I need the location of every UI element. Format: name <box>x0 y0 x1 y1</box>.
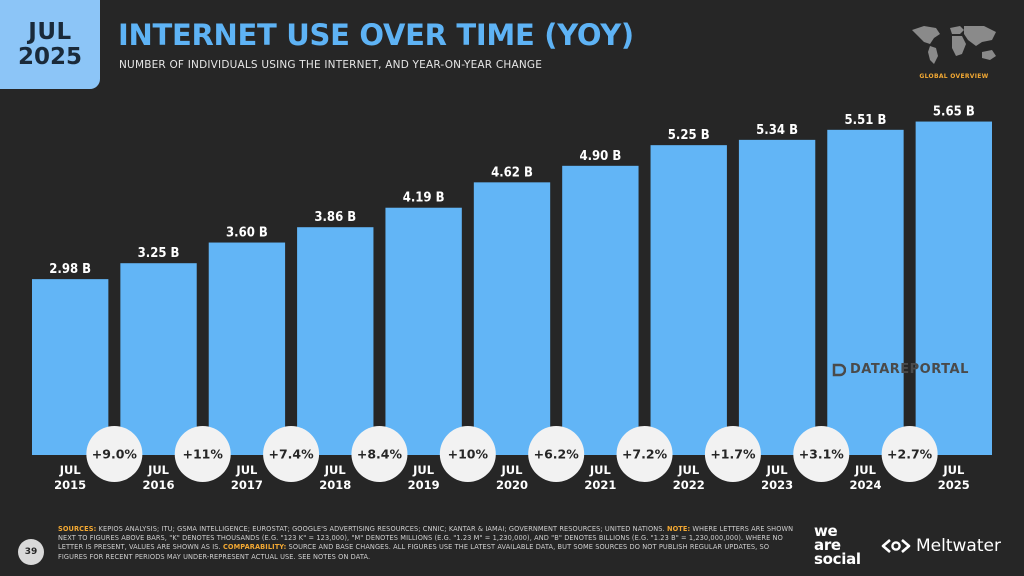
x-tick-label-month: JUL <box>59 463 82 477</box>
x-tick-label-month: JUL <box>324 463 347 477</box>
brand-line-3: social <box>814 550 861 568</box>
yoy-change-badge <box>174 426 231 482</box>
bar <box>738 139 816 455</box>
sources-label: SOURCES: <box>58 525 97 533</box>
bar <box>915 121 992 455</box>
sources-note: SOURCES: KEPIOS ANALYSIS; ITU; GSMA INTE… <box>58 525 798 562</box>
x-tick-label-month: JUL <box>589 463 612 477</box>
page-subtitle: NUMBER OF INDIVIDUALS USING THE INTERNET… <box>119 59 543 71</box>
x-tick-label-year: 2019 <box>408 478 440 492</box>
page-number: 39 <box>18 539 44 565</box>
yoy-change-badge <box>86 426 143 482</box>
x-tick-label-month: JUL <box>942 463 965 477</box>
bar-value-label: 3.60 B <box>226 226 268 241</box>
yoy-change-badge <box>793 426 850 482</box>
yoy-change-badge <box>704 426 761 482</box>
bar <box>297 227 374 455</box>
yoy-change-label: +6.2% <box>534 447 580 462</box>
yoy-change-badge <box>616 426 673 482</box>
bar <box>385 207 462 455</box>
x-tick-label-year: 2023 <box>761 478 793 492</box>
watermark-text: DATAREPORTAL <box>850 362 969 377</box>
yoy-change-label: +11% <box>183 447 224 462</box>
x-tick-label-year: 2017 <box>231 478 263 492</box>
x-tick-label-year: 2016 <box>143 478 175 492</box>
yoy-change-badge <box>263 426 320 482</box>
badge-year: 2025 <box>17 43 82 70</box>
bar-value-label: 5.51 B <box>845 113 887 128</box>
yoy-change-label: +7.4% <box>269 447 315 462</box>
yoy-change-label: +9.0% <box>92 447 138 462</box>
yoy-change-label: +1.7% <box>710 447 756 462</box>
meltwater-text: Meltwater <box>916 536 1001 556</box>
world-map-icon <box>912 26 996 64</box>
bar-value-label: 4.62 B <box>491 165 533 180</box>
sources-text: KEPIOS ANALYSIS; ITU; GSMA INTELLIGENCE;… <box>96 525 667 533</box>
bar-value-label: 4.90 B <box>579 149 621 164</box>
bar <box>32 279 109 455</box>
we-are-social-logo: we are social <box>814 522 861 568</box>
page-title: INTERNET USE OVER TIME (YOY) <box>118 18 634 52</box>
comparability-label: COMPARABILITY: <box>222 543 287 552</box>
yoy-change-label: +3.1% <box>799 447 845 462</box>
bar <box>827 129 904 455</box>
badge-month: JUL <box>28 19 72 46</box>
bar-value-label: 3.25 B <box>138 246 180 261</box>
x-tick-label-month: JUL <box>766 463 789 477</box>
bar <box>473 182 551 455</box>
x-tick-label-year: 2022 <box>673 478 705 492</box>
yoy-change-label: +8.4% <box>357 447 403 462</box>
yoy-change-badge <box>528 426 585 482</box>
bar <box>650 145 727 455</box>
x-tick-label-year: 2021 <box>584 478 616 492</box>
yoy-change-badge <box>351 426 408 482</box>
yoy-change-label: +10% <box>448 447 489 462</box>
x-tick-label-month: JUL <box>147 463 170 477</box>
date-badge: JUL 2025 <box>0 0 100 89</box>
yoy-change-label: +2.7% <box>887 447 933 462</box>
datareportal-icon <box>832 363 846 376</box>
overview-label: GLOBAL OVERVIEW <box>919 73 989 80</box>
x-tick-label-year: 2015 <box>54 478 86 492</box>
bar <box>120 263 197 455</box>
brand-line-1: we <box>814 522 838 540</box>
bar-value-label: 4.19 B <box>403 191 445 206</box>
bar-value-label: 5.34 B <box>756 123 798 138</box>
comparability-text: SOURCE AND BASE CHANGES. ALL FIGURES USE… <box>58 543 770 561</box>
x-tick-label-year: 2018 <box>319 478 351 492</box>
yoy-change-label: +7.2% <box>622 447 668 462</box>
bar <box>562 165 639 455</box>
note-label: NOTE: <box>666 525 691 533</box>
bar-value-label: 5.25 B <box>668 128 710 143</box>
x-tick-label-year: 2025 <box>938 478 970 492</box>
meltwater-icon <box>881 539 911 553</box>
x-tick-label-month: JUL <box>412 463 435 477</box>
bar-value-label: 5.65 B <box>933 105 975 120</box>
bar-value-label: 3.86 B <box>314 210 356 225</box>
watermark: DATAREPORTAL <box>832 362 969 377</box>
bar-value-label: 2.98 B <box>49 262 91 277</box>
yoy-change-badge <box>881 426 938 482</box>
note-text: WHERE LETTERS ARE SHOWN NEXT TO FIGURES … <box>58 525 794 552</box>
x-tick-label-month: JUL <box>501 463 524 477</box>
x-tick-label-year: 2020 <box>496 478 528 492</box>
brand-line-2: are <box>814 536 841 554</box>
x-tick-label-year: 2024 <box>849 478 881 492</box>
yoy-change-badge <box>439 426 496 482</box>
x-tick-label-month: JUL <box>854 463 877 477</box>
meltwater-logo: Meltwater <box>881 536 1001 556</box>
x-tick-label-month: JUL <box>235 463 258 477</box>
x-tick-label-month: JUL <box>677 463 700 477</box>
bar <box>208 242 286 455</box>
